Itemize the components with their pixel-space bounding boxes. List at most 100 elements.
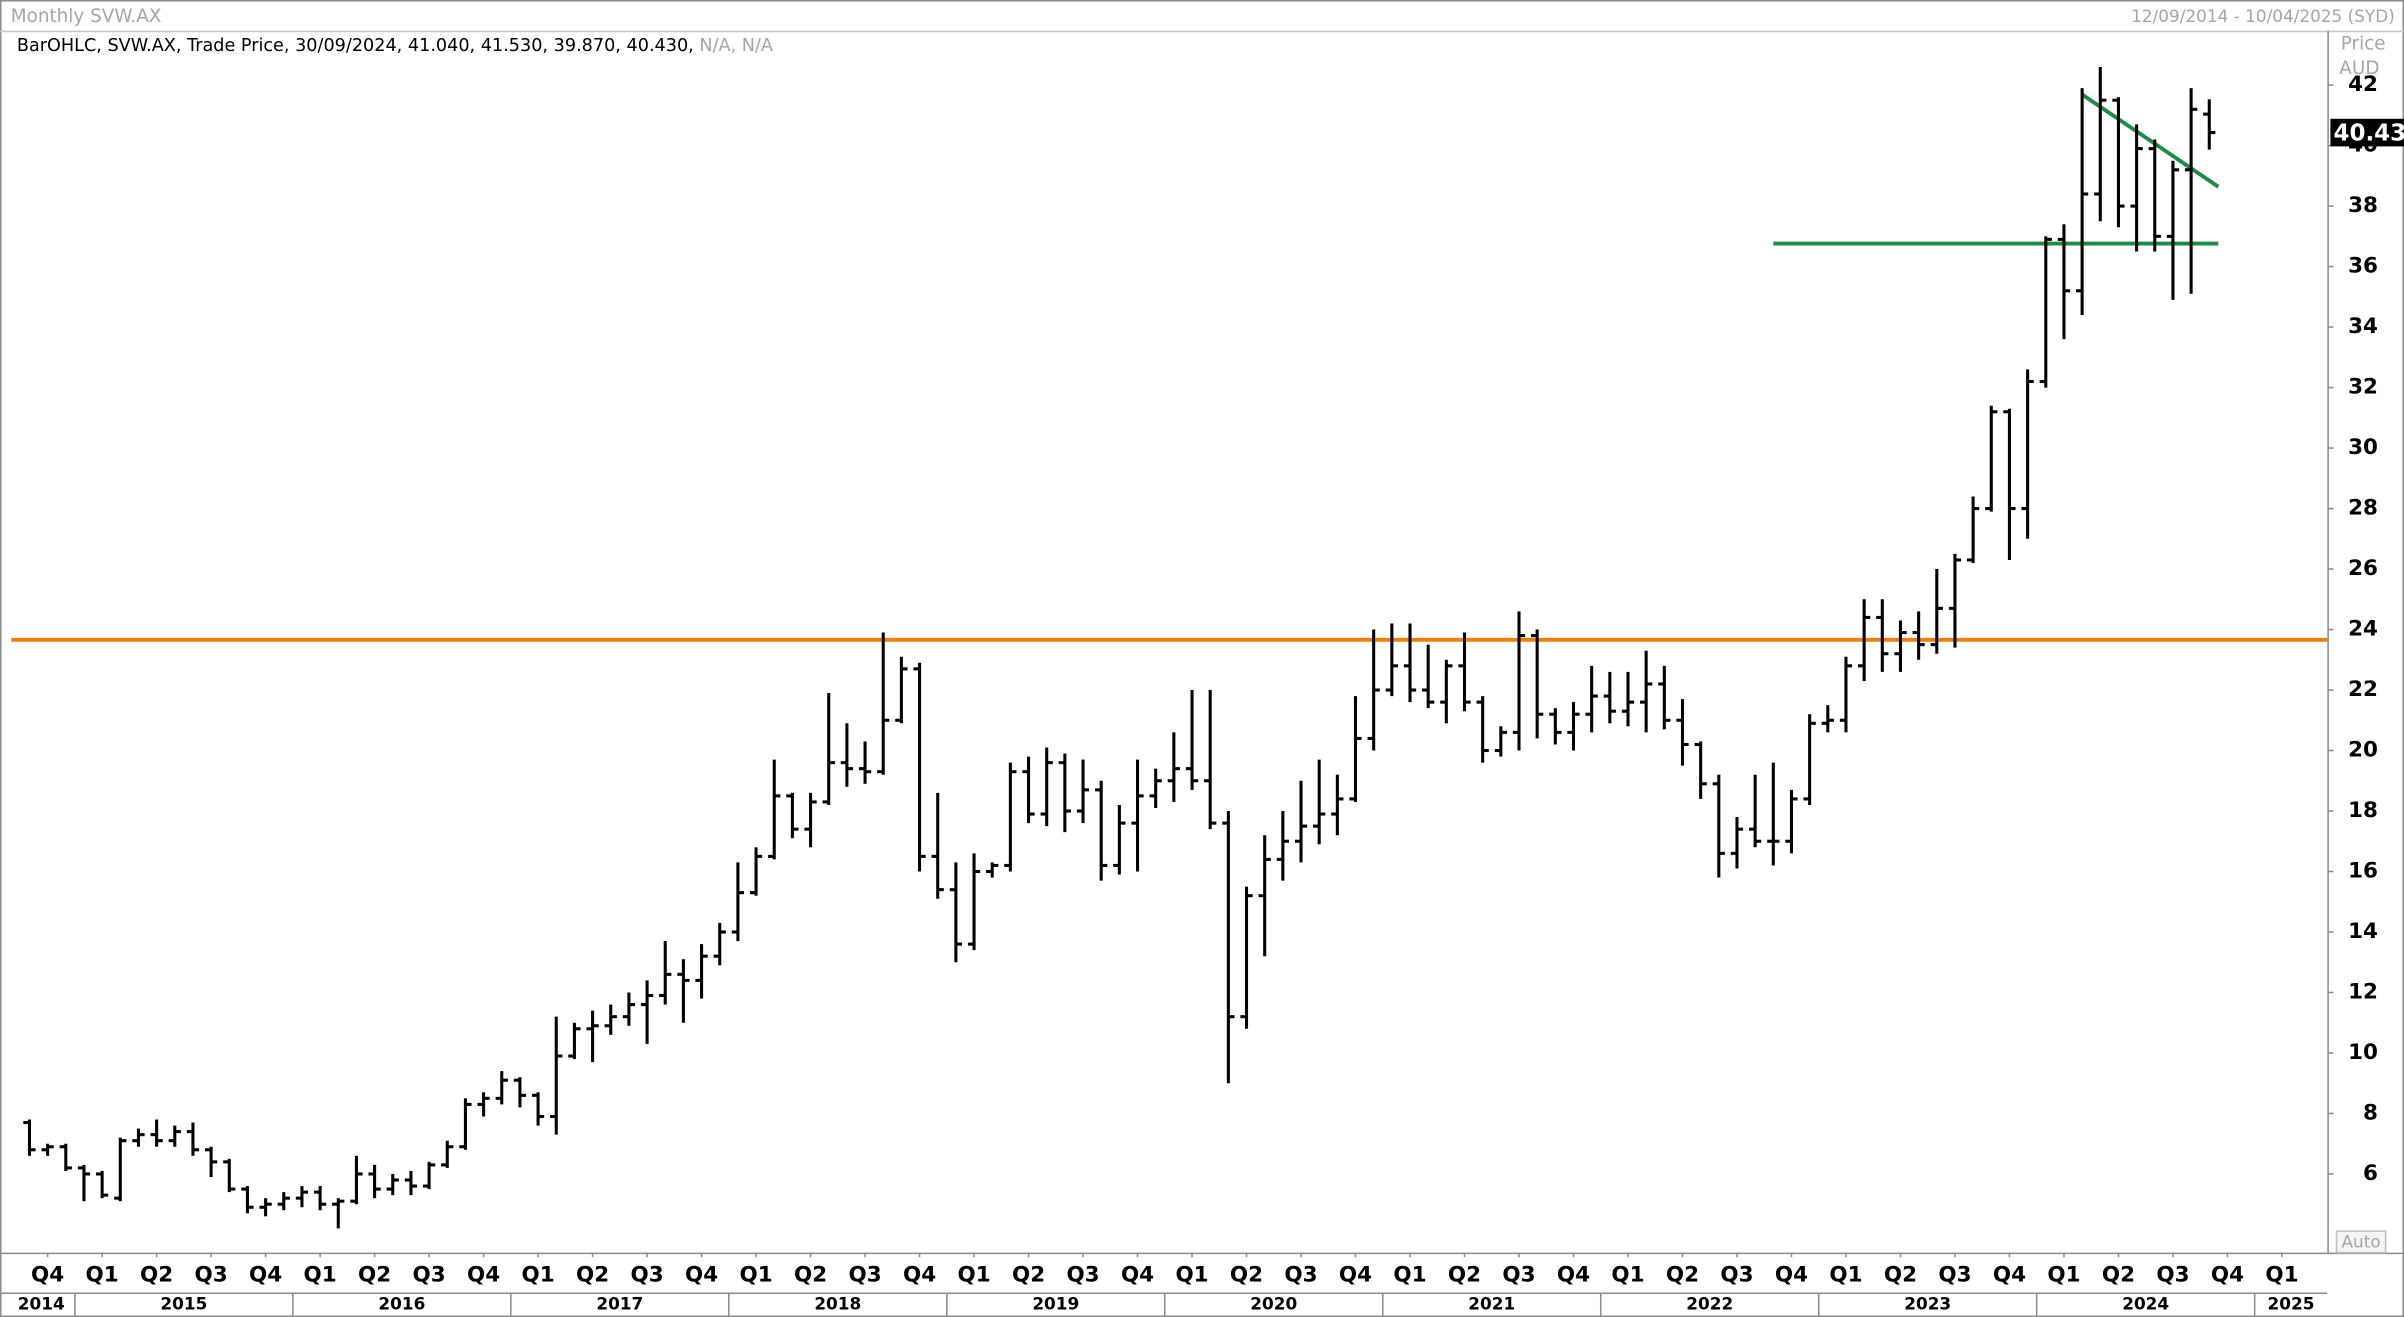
- y-tick-label: 32: [2348, 375, 2378, 400]
- ohlc-bar: [822, 693, 835, 805]
- x-tick-label: Q3: [1502, 1263, 1535, 1288]
- last-price-box: [2330, 118, 2404, 147]
- ohlc-bar: [1458, 632, 1471, 712]
- ohlc-bar: [840, 723, 854, 787]
- ohlc-bar: [895, 656, 908, 724]
- x-tick-label: Q2: [1884, 1263, 1917, 1288]
- ohlc-bar: [1222, 811, 1235, 1084]
- ohlc-bar: [1930, 569, 1943, 654]
- ohlc-bar: [495, 1071, 508, 1105]
- x-tick-label: Q1: [304, 1263, 337, 1288]
- ohlc-bar: [1022, 756, 1035, 824]
- ohlc-bar: [1204, 690, 1217, 830]
- ohlc-bar: [1349, 696, 1362, 802]
- year-label: 2017: [596, 1294, 643, 1314]
- ohlc-bar: [622, 992, 636, 1026]
- ohlc-bar: [2112, 97, 2125, 228]
- x-tick-label: Q4: [1775, 1263, 1808, 1288]
- x-tick-label: Q4: [1993, 1263, 2026, 1288]
- ohlc-bar: [1985, 405, 1998, 512]
- ohlc-bar: [259, 1198, 272, 1217]
- ohlc-bar: [695, 944, 708, 999]
- ohlc-bar: [1803, 714, 1816, 805]
- ohlc-bar: [350, 1155, 363, 1205]
- ohlc-bar: [1512, 611, 1526, 751]
- legend-values: BarOHLC, SVW.AX, Trade Price, 30/09/2024…: [17, 36, 694, 56]
- ohlc-bar: [1894, 620, 1907, 672]
- year-label: 2016: [378, 1294, 425, 1314]
- ohlc-bar: [1839, 656, 1853, 733]
- year-label: 2018: [814, 1294, 861, 1314]
- ohlc-bar: [2057, 224, 2071, 340]
- y-axis-label: Price: [2341, 33, 2386, 54]
- ohlc-bar: [1821, 705, 1834, 733]
- x-tick-label: Q2: [1666, 1263, 1699, 1288]
- ohlc-bar: [949, 862, 963, 963]
- ohlc-bar: [386, 1173, 399, 1196]
- year-label: 2019: [1032, 1294, 1079, 1314]
- ohlc-bar: [659, 941, 672, 1005]
- x-tick-label: Q2: [140, 1263, 173, 1288]
- x-tick-label: Q3: [1284, 1263, 1317, 1288]
- ohlc-bar: [986, 862, 999, 878]
- ohlc-bar: [441, 1140, 454, 1168]
- ohlc-bar: [1476, 696, 1489, 763]
- ohlc-bar: [1531, 629, 1544, 739]
- ohlc-bar: [295, 1186, 309, 1208]
- x-tick-label: Q1: [86, 1263, 119, 1288]
- auto-button[interactable]: Auto: [2335, 1230, 2387, 1254]
- ohlc-bar: [1603, 671, 1616, 724]
- ohlc-bar: [1567, 702, 1580, 751]
- x-tick-label: Q1: [1393, 1263, 1426, 1288]
- ohlc-bar: [1712, 774, 1725, 878]
- auto-button-box[interactable]: [2335, 1230, 2387, 1254]
- ohlc-bar: [1912, 611, 1925, 660]
- ohlc-bar: [77, 1164, 91, 1202]
- y-tick-label: 6: [2363, 1161, 2378, 1186]
- year-label: 2014: [18, 1294, 65, 1314]
- ohlc-bar: [786, 792, 799, 839]
- ohlc-bar: [640, 980, 654, 1044]
- ohlc-bar: [1767, 762, 1780, 866]
- y-tick-label: 20: [2348, 738, 2378, 763]
- ohlc-bar: [586, 1010, 599, 1063]
- ohlc-bar: [241, 1186, 254, 1214]
- ohlc-bar: [1749, 774, 1762, 848]
- x-tick-label: Q3: [1938, 1263, 1971, 1288]
- x-tick-label: Q1: [2265, 1263, 2298, 1288]
- x-tick-label: Q3: [848, 1263, 881, 1288]
- ohlc-bar: [277, 1192, 290, 1211]
- auto-button-label[interactable]: Auto: [2341, 1232, 2380, 1252]
- last-price-label: 40.43: [2333, 121, 2404, 147]
- ohlc-bar: [1730, 817, 1744, 869]
- x-tick-label: Q4: [31, 1263, 64, 1288]
- ohlc-bar: [23, 1119, 36, 1156]
- ohlc-bar: [931, 792, 944, 899]
- ohlc-bar: [2039, 236, 2052, 388]
- x-tick-label: Q4: [685, 1263, 718, 1288]
- ohlc-bar: [1785, 789, 1798, 854]
- y-tick-label: 16: [2348, 859, 2378, 884]
- year-label: 2021: [1468, 1294, 1515, 1314]
- y-axis-unit: AUD: [2339, 58, 2379, 79]
- ohlc-bar: [313, 1186, 327, 1211]
- x-tick-label: Q1: [521, 1263, 554, 1288]
- x-tick-label: Q2: [2102, 1263, 2135, 1288]
- ohlc-bar: [550, 1016, 563, 1135]
- date-range: 12/09/2014 - 10/04/2025 (SYD): [2131, 6, 2395, 26]
- ohlc-bar: [2203, 99, 2216, 150]
- x-tick-label: Q4: [1557, 1263, 1590, 1288]
- year-label: 2025: [2268, 1294, 2315, 1314]
- ohlc-bar: [713, 922, 726, 966]
- ohlc-bar: [877, 632, 890, 775]
- ohlc-bar: [1331, 774, 1344, 836]
- year-label: 2015: [160, 1294, 207, 1314]
- year-label: 2020: [1250, 1294, 1297, 1314]
- ohlc-bar: [2075, 88, 2089, 315]
- ohlc-bar: [332, 1198, 345, 1229]
- ohlc-bar: [1621, 671, 1635, 727]
- ohlc-bar: [1040, 747, 1053, 827]
- ohlc-bar: [1585, 665, 1598, 733]
- ohlc-bar: [41, 1143, 54, 1156]
